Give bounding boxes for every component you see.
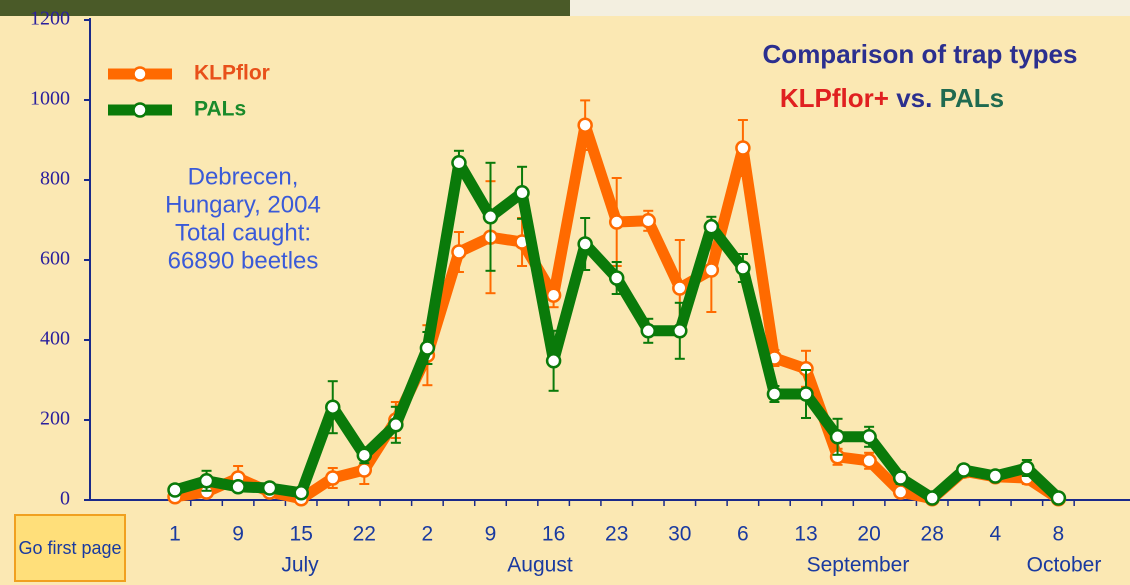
point <box>261 480 278 496</box>
x-tick-label: 4 <box>989 523 1001 546</box>
month-label: September <box>807 554 910 577</box>
chart-title: Comparison of trap types <box>763 39 1078 69</box>
annotation: Debrecen, <box>188 163 299 190</box>
x-tick-label: 9 <box>485 523 497 546</box>
point <box>1019 460 1035 476</box>
month-label: July <box>281 554 319 577</box>
point <box>419 340 436 356</box>
y-tick-label: 400 <box>40 328 70 350</box>
point <box>1050 490 1067 506</box>
point <box>735 140 751 156</box>
point <box>703 219 720 235</box>
point <box>672 323 688 339</box>
point <box>293 485 309 501</box>
point <box>861 429 877 445</box>
header-strip <box>570 0 1130 16</box>
x-tick-label: 6 <box>737 523 749 546</box>
y-tick-label: 600 <box>40 248 70 270</box>
point <box>640 213 656 229</box>
x-tick-label: 1 <box>169 523 181 546</box>
annotation: Total caught: <box>175 219 311 246</box>
x-tick-label: 22 <box>353 523 376 546</box>
annotation: Hungary, 2004 <box>165 191 321 218</box>
legend-marker <box>132 102 148 118</box>
point <box>956 462 972 478</box>
point <box>451 244 467 260</box>
point <box>198 473 215 489</box>
header-image <box>0 0 570 16</box>
point <box>861 453 877 469</box>
point <box>230 479 246 495</box>
point <box>577 236 593 252</box>
x-tick-label: 20 <box>857 523 880 546</box>
point <box>545 353 562 369</box>
point <box>829 429 846 445</box>
point <box>388 417 404 433</box>
subtitle-part: vs. <box>896 83 932 113</box>
x-tick-label: 13 <box>794 523 817 546</box>
point <box>924 490 940 506</box>
point <box>482 209 499 225</box>
x-tick-label: 23 <box>605 523 628 546</box>
point <box>703 262 720 278</box>
go-first-page-button[interactable]: Go first page <box>14 514 126 582</box>
point <box>987 468 1004 484</box>
x-tick-label: 30 <box>668 523 691 546</box>
point <box>892 484 909 500</box>
subtitle-part: KLPflor+ <box>780 83 889 113</box>
month-label: August <box>507 554 573 577</box>
point <box>766 386 783 402</box>
y-tick-label: 1000 <box>30 88 70 110</box>
point <box>514 185 530 201</box>
point <box>356 447 373 463</box>
month-label: October <box>1027 554 1102 577</box>
x-tick-label: 2 <box>422 523 434 546</box>
x-tick-label: 8 <box>1053 523 1065 546</box>
point <box>577 117 593 133</box>
legend-marker <box>132 66 148 82</box>
point <box>892 470 909 486</box>
point <box>672 280 688 296</box>
x-tick-label: 16 <box>542 523 565 546</box>
y-tick-label: 200 <box>40 408 70 430</box>
x-tick-label: 28 <box>921 523 944 546</box>
legend-label: KLPflor <box>194 62 270 85</box>
y-tick-label: 800 <box>40 168 70 190</box>
legend-label: PALs <box>194 98 246 121</box>
point <box>167 482 183 498</box>
chart-subtitle: KLPflor+ vs. PALs <box>780 83 1004 113</box>
point <box>545 287 562 303</box>
x-tick-label: 9 <box>232 523 244 546</box>
point <box>735 260 751 276</box>
y-tick-label: 1200 <box>30 8 70 30</box>
point <box>798 386 814 402</box>
x-tick-label: 15 <box>290 523 313 546</box>
point <box>608 270 625 286</box>
point <box>640 323 656 339</box>
annotation: 66890 beetles <box>168 247 319 274</box>
point <box>451 155 467 171</box>
point <box>356 462 373 478</box>
point <box>325 399 341 415</box>
subtitle-part: PALs <box>940 83 1005 113</box>
y-tick-label: 0 <box>60 488 70 510</box>
point <box>608 214 625 230</box>
point <box>325 470 341 486</box>
